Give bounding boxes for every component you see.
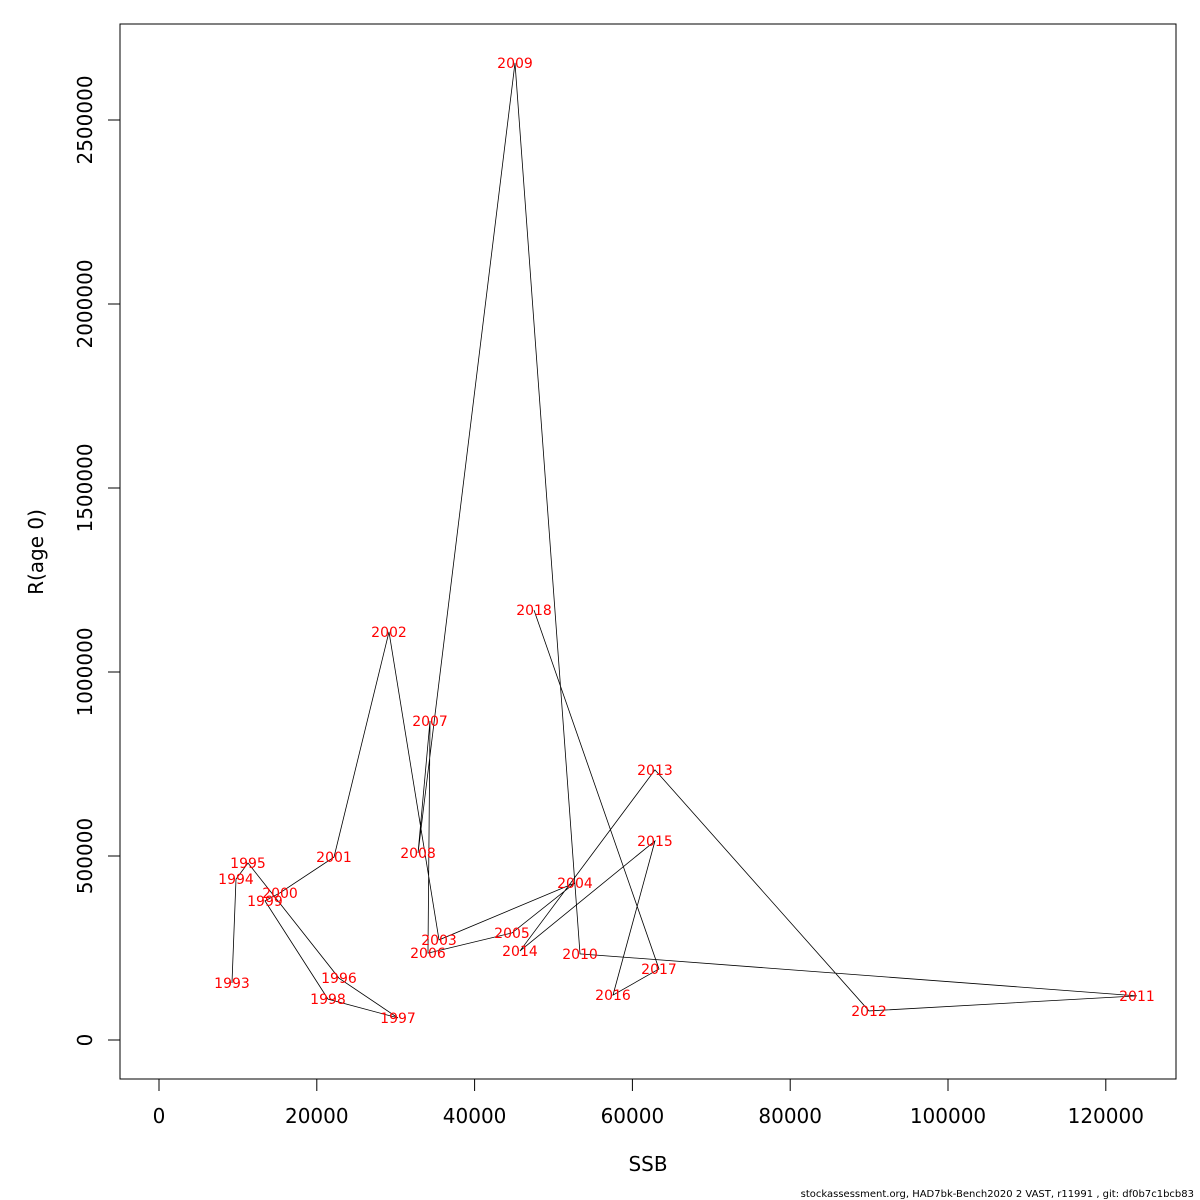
year-label-2005: 2005 bbox=[494, 926, 530, 942]
x-tick-label: 20000 bbox=[285, 1104, 349, 1128]
x-tick-label: 40000 bbox=[443, 1104, 507, 1128]
year-label-1994: 1994 bbox=[218, 872, 254, 888]
x-tick-label: 120000 bbox=[1068, 1104, 1144, 1128]
y-axis-label: R(age 0) bbox=[24, 509, 48, 595]
year-label-2012: 2012 bbox=[851, 1004, 887, 1020]
year-label-2001: 2001 bbox=[316, 850, 352, 866]
year-label-2000: 2000 bbox=[262, 886, 298, 902]
year-label-2013: 2013 bbox=[637, 763, 673, 779]
year-label-1993: 1993 bbox=[214, 976, 250, 992]
year-label-1998: 1998 bbox=[310, 992, 346, 1008]
x-tick-label: 60000 bbox=[601, 1104, 665, 1128]
year-label-2002: 2002 bbox=[371, 625, 407, 641]
plot-frame bbox=[119, 23, 1177, 1080]
year-label-2017: 2017 bbox=[641, 962, 677, 978]
year-label-1996: 1996 bbox=[321, 971, 357, 987]
year-label-2004: 2004 bbox=[557, 876, 593, 892]
x-tick-label: 0 bbox=[153, 1104, 166, 1128]
y-tick-label: 1000000 bbox=[73, 627, 97, 716]
y-tick-label: 0 bbox=[73, 1034, 97, 1047]
y-tick-label: 1500000 bbox=[73, 443, 97, 532]
year-label-1997: 1997 bbox=[380, 1011, 416, 1027]
y-tick-label: 500000 bbox=[73, 818, 97, 894]
year-label-2006: 2006 bbox=[410, 946, 446, 962]
year-label-2011: 2011 bbox=[1119, 989, 1155, 1005]
year-label-2007: 2007 bbox=[412, 714, 448, 730]
y-tick-label: 2000000 bbox=[73, 259, 97, 348]
year-label-2009: 2009 bbox=[497, 56, 533, 72]
x-tick-label: 80000 bbox=[758, 1104, 822, 1128]
x-tick-label: 100000 bbox=[910, 1104, 986, 1128]
year-label-1995: 1995 bbox=[230, 856, 266, 872]
sr-trajectory-line bbox=[231, 62, 1137, 1019]
year-label-1999: 1999 bbox=[247, 894, 283, 910]
y-tick-label: 2500000 bbox=[73, 75, 97, 164]
year-label-2008: 2008 bbox=[400, 846, 436, 862]
year-label-2010: 2010 bbox=[562, 947, 598, 963]
x-axis: 0 20000 40000 60000 80000 100000 120000 bbox=[153, 1078, 1144, 1128]
year-label-2003: 2003 bbox=[421, 933, 457, 949]
year-label-2015: 2015 bbox=[637, 834, 673, 850]
year-label-2016: 2016 bbox=[595, 988, 631, 1004]
y-axis: 0 500000 1000000 1500000 2000000 2500000 bbox=[73, 75, 121, 1047]
x-axis-label: SSB bbox=[628, 1152, 667, 1176]
year-label-2014: 2014 bbox=[502, 944, 538, 960]
series-line bbox=[231, 62, 1137, 1019]
footer-text: stockassessment.org, HAD7bk-Bench2020 2 … bbox=[801, 1189, 1194, 1200]
year-label-2018: 2018 bbox=[516, 603, 552, 619]
